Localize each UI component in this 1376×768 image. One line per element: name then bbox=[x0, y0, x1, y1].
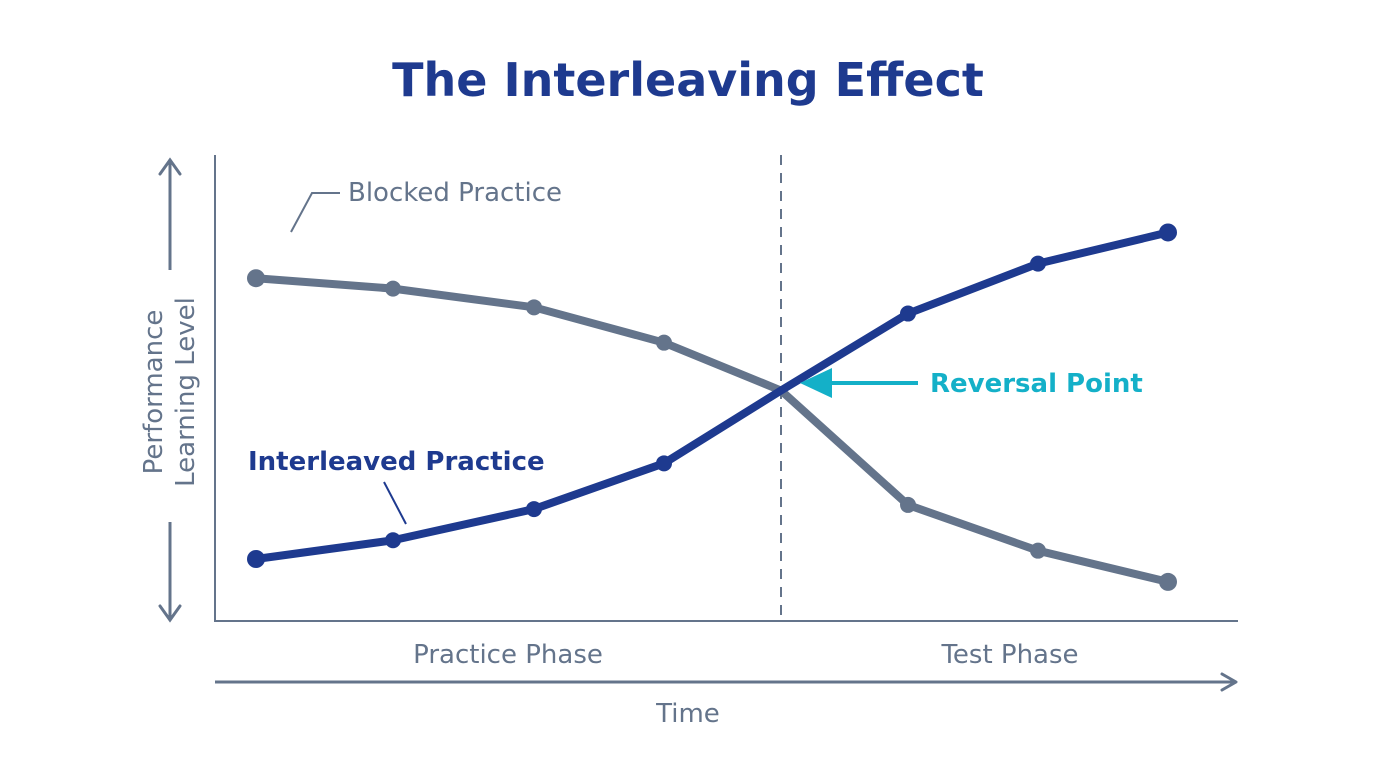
y-axis-label-line1: Performance bbox=[139, 310, 169, 475]
series-line-0 bbox=[255, 274, 1169, 586]
data-point bbox=[247, 269, 265, 288]
data-point bbox=[900, 496, 916, 513]
data-point bbox=[526, 299, 542, 316]
data-point bbox=[1030, 542, 1046, 559]
data-point bbox=[656, 334, 672, 351]
blocked-practice-label: Blocked Practice bbox=[348, 178, 562, 208]
y-axis-arrow-icon bbox=[158, 157, 182, 623]
chart-title: The Interleaving Effect bbox=[392, 53, 984, 107]
data-point bbox=[385, 532, 401, 549]
data-point bbox=[385, 280, 401, 297]
blocked-callout-line bbox=[290, 192, 340, 233]
interleaved-callout-line bbox=[383, 481, 407, 525]
data-point bbox=[656, 455, 672, 472]
data-point bbox=[526, 501, 542, 518]
data-point bbox=[1030, 255, 1046, 272]
series-line-1 bbox=[255, 228, 1169, 563]
interleaved-practice-label: Interleaved Practice bbox=[248, 447, 545, 477]
data-point bbox=[1159, 572, 1177, 591]
test-phase-label: Test Phase bbox=[940, 640, 1078, 670]
practice-phase-label: Practice Phase bbox=[413, 640, 603, 670]
reversal-point-label: Reversal Point bbox=[930, 369, 1143, 399]
y-axis-label-line2: Learning Level bbox=[171, 297, 201, 487]
axes-frame bbox=[214, 155, 1238, 622]
x-axis-label: Time bbox=[655, 699, 720, 729]
data-point bbox=[900, 305, 916, 322]
series-layer bbox=[247, 223, 1177, 591]
data-point bbox=[247, 550, 265, 568]
reversal-arrow-icon bbox=[800, 368, 918, 398]
data-point bbox=[1159, 223, 1177, 242]
